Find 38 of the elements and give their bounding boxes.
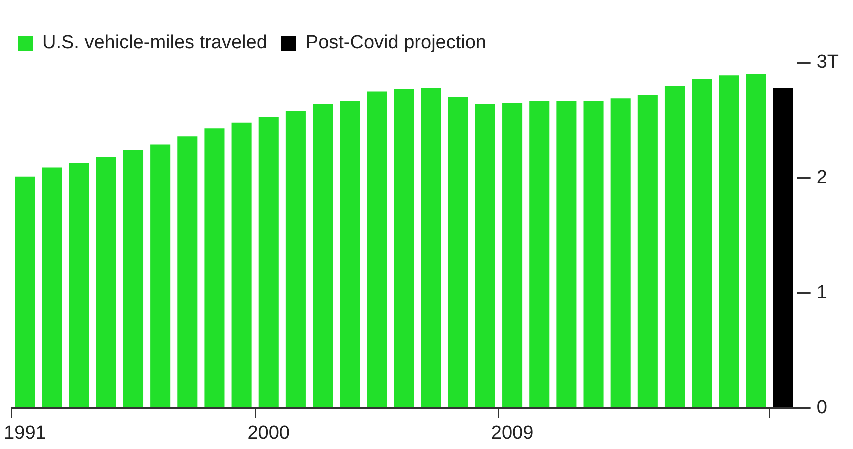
bar — [610, 98, 631, 408]
legend-label: Post-Covid projection — [306, 32, 487, 54]
bar — [584, 100, 604, 408]
bar — [502, 103, 523, 408]
legend-label: U.S. vehicle-miles traveled — [42, 32, 268, 54]
bar — [448, 98, 468, 408]
bar — [638, 95, 658, 408]
bar — [204, 128, 225, 408]
bar — [394, 89, 414, 408]
y-tick-label: 2 — [816, 167, 828, 188]
y-tick-label: 1 — [816, 282, 828, 304]
x-tick-label: 2000 — [248, 422, 290, 444]
x-tick-label: 1991 — [4, 422, 46, 444]
bar — [475, 104, 496, 408]
bar — [556, 100, 577, 408]
bar — [692, 79, 712, 408]
bar — [123, 150, 144, 408]
bar — [719, 76, 740, 408]
y-tick-label: 0 — [816, 397, 828, 418]
bar — [69, 163, 90, 408]
bar — [773, 88, 794, 408]
bar — [340, 100, 360, 408]
y-tick-label: 3T — [816, 52, 840, 74]
bar — [286, 111, 306, 408]
bar — [232, 122, 252, 408]
bar — [96, 157, 116, 408]
bar — [150, 144, 171, 408]
bar — [178, 136, 198, 408]
bar — [530, 100, 550, 408]
bar — [664, 86, 686, 408]
bar — [313, 104, 334, 408]
bar — [367, 92, 388, 408]
x-tick-label: 2009 — [491, 422, 534, 444]
bar — [258, 117, 279, 408]
bar — [15, 176, 36, 408]
bar — [421, 88, 442, 408]
bar — [42, 168, 62, 408]
bar — [746, 74, 766, 408]
